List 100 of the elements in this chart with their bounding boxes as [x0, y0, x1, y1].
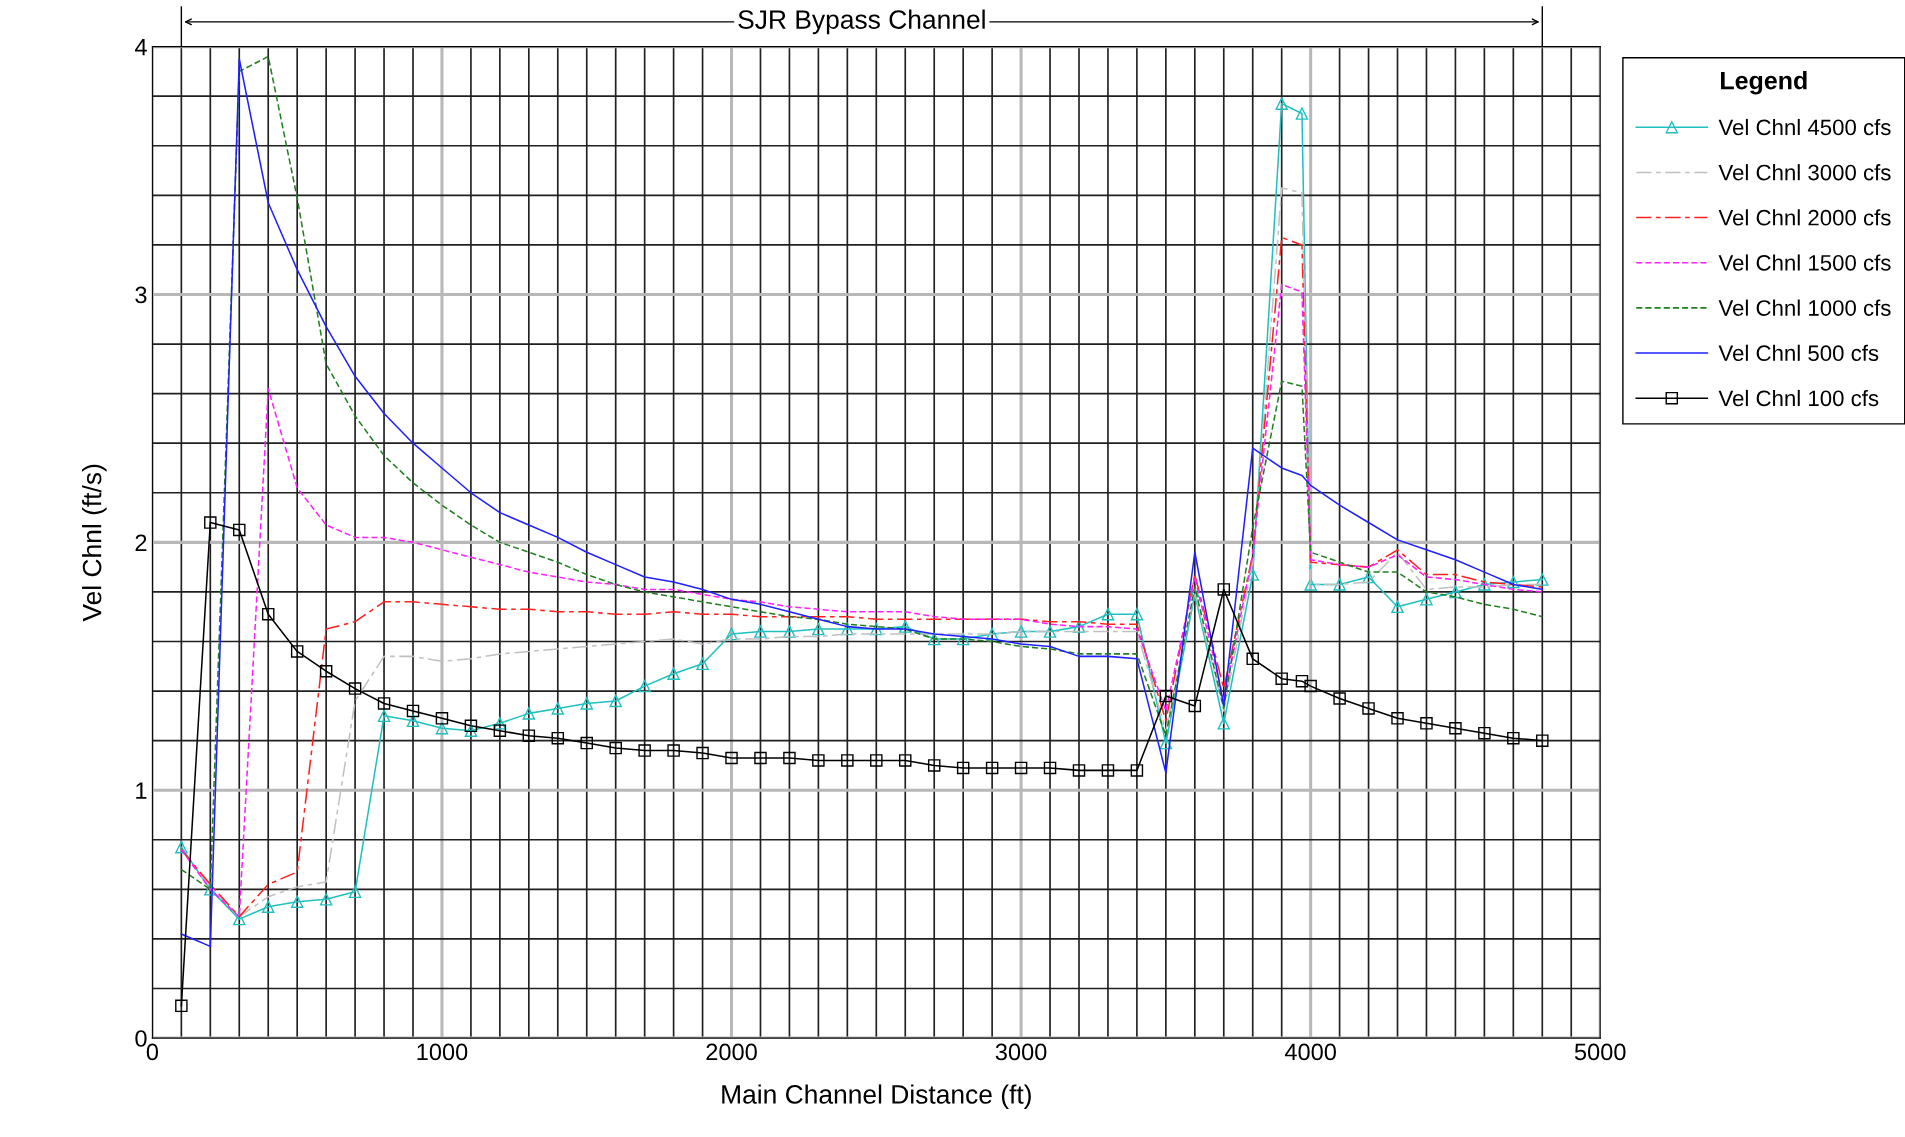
- point: [956, 761, 970, 775]
- point: [1043, 761, 1057, 775]
- point: [1217, 583, 1231, 596]
- point: [1275, 97, 1288, 110]
- point: [927, 632, 941, 646]
- point: [319, 664, 333, 678]
- point: [435, 721, 449, 735]
- x-tick-label: 4000: [1284, 1043, 1336, 1061]
- point: [348, 885, 362, 899]
- point: [956, 632, 970, 646]
- point: [1295, 107, 1309, 120]
- point: [204, 516, 217, 529]
- point: [204, 883, 217, 896]
- y-tick-label: 3: [135, 286, 147, 304]
- point: [1159, 736, 1173, 750]
- point: [609, 741, 622, 755]
- point: [1217, 717, 1231, 730]
- point: [1130, 607, 1144, 621]
- point: [1101, 764, 1115, 777]
- point: [175, 840, 188, 854]
- point: [1159, 689, 1173, 703]
- x-tick-label: 1000: [417, 1043, 468, 1061]
- point: [783, 751, 796, 765]
- point: [1333, 692, 1346, 705]
- point: [493, 724, 507, 737]
- point: [696, 746, 709, 760]
- point: [667, 744, 680, 757]
- point: [493, 717, 507, 730]
- point: [522, 729, 536, 742]
- point: [754, 751, 767, 765]
- legend-label: Vel Chnl 500 cfs: [1718, 344, 1879, 362]
- point: [1246, 568, 1259, 581]
- point: [1014, 625, 1028, 638]
- y-tick-label: 1: [136, 782, 147, 799]
- x-tick-label: 0: [146, 1043, 159, 1061]
- legend-title: Legend: [1721, 71, 1807, 95]
- point: [1420, 593, 1433, 606]
- x-tick-label: 3000: [995, 1043, 1047, 1061]
- y-tick-label: 0: [135, 1030, 147, 1047]
- point: [870, 754, 883, 767]
- point: [1304, 578, 1317, 591]
- point: [580, 736, 593, 750]
- point: [696, 657, 709, 671]
- point: [812, 754, 825, 767]
- legend-label: Vel Chnl 3000 cfs: [1718, 164, 1891, 181]
- point: [551, 702, 565, 715]
- point: [812, 622, 825, 636]
- point: [1449, 721, 1462, 735]
- point: [1072, 620, 1086, 633]
- point: [899, 620, 912, 633]
- point: [1362, 570, 1375, 584]
- point: [985, 627, 999, 641]
- point: [1188, 699, 1202, 713]
- point: [580, 697, 593, 710]
- point: [1333, 578, 1346, 591]
- point: [985, 761, 999, 775]
- point: [1014, 761, 1028, 775]
- point: [233, 523, 246, 537]
- point: [1188, 588, 1202, 601]
- point: [261, 900, 275, 913]
- legend-label: Vel Chnl 4500 cfs: [1718, 118, 1891, 136]
- point: [1478, 726, 1491, 740]
- point: [725, 627, 738, 641]
- y-tick-label: 4: [134, 38, 147, 56]
- point: [1507, 575, 1520, 589]
- point: [406, 714, 420, 728]
- point: [841, 754, 854, 767]
- point: [290, 895, 304, 909]
- point: [1275, 672, 1288, 685]
- point: [1391, 712, 1404, 725]
- point: [899, 754, 912, 767]
- y-axis-title: Vel Chnl (ft/s): [82, 464, 107, 622]
- point: [1478, 578, 1491, 591]
- point: [377, 709, 391, 723]
- point: [1130, 764, 1144, 777]
- point: [551, 731, 565, 745]
- point: [435, 712, 449, 725]
- point: [290, 645, 304, 658]
- point: [348, 682, 362, 695]
- point: [841, 622, 854, 636]
- point: [261, 607, 275, 621]
- point: [638, 744, 651, 757]
- point: [1101, 607, 1115, 621]
- point: [233, 912, 246, 926]
- point: [667, 667, 680, 680]
- point: [522, 707, 536, 720]
- point: [377, 697, 391, 710]
- text: SJR Bypass Channel: [738, 9, 985, 35]
- point: [1246, 652, 1259, 666]
- point: [1536, 734, 1549, 747]
- point: [638, 679, 651, 693]
- legend-label: Vel Chnl 100 cfs: [1718, 389, 1879, 407]
- legend-label: Vel Chnl 1000 cfs: [1718, 299, 1891, 316]
- point: [1449, 585, 1462, 599]
- point: [319, 893, 333, 906]
- point: [1043, 625, 1057, 638]
- point: [464, 719, 478, 733]
- point: [1304, 679, 1317, 693]
- point: [927, 759, 941, 772]
- point: [1295, 674, 1309, 688]
